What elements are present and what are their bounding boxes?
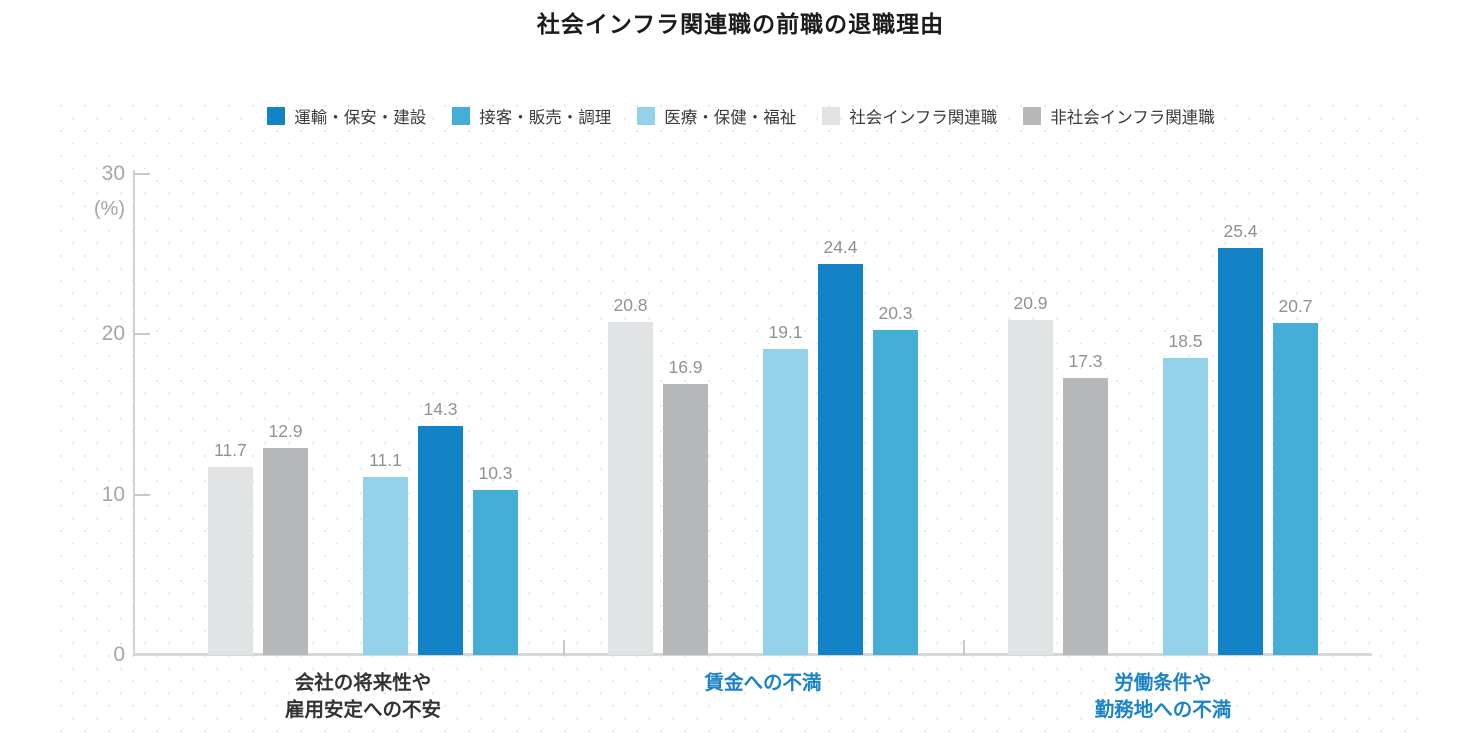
bar-value-label: 19.1 <box>768 322 803 342</box>
legend-label: 接客・販売・調理 <box>479 109 612 127</box>
bar <box>473 490 518 655</box>
legend-item: 社会インフラ関連職 <box>822 104 997 128</box>
bar <box>763 349 808 655</box>
x-axis-group-divider <box>563 640 565 655</box>
category-label: 賃金への不満 <box>704 672 822 694</box>
y-tick-mark <box>133 333 150 336</box>
legend-item: 運輸・保安・建設 <box>267 104 426 128</box>
legend-item: 非社会インフラ関連職 <box>1023 104 1215 128</box>
bar-value-label: 12.9 <box>268 421 303 441</box>
legend-item: 接客・販売・調理 <box>452 104 611 128</box>
bar <box>1163 358 1208 655</box>
bar <box>873 330 918 655</box>
y-tick-label: 20 <box>101 322 125 346</box>
category-label: 会社の将来性や 雇用安定への不安 <box>284 672 441 721</box>
bar-value-label: 11.1 <box>369 450 402 470</box>
bar-value-label: 17.3 <box>1068 351 1103 371</box>
bar <box>1008 320 1053 655</box>
bar-value-label: 25.4 <box>1223 221 1258 241</box>
legend-swatch-icon <box>267 107 286 125</box>
bar <box>608 322 653 655</box>
legend-item: 医療・保健・福祉 <box>637 104 796 128</box>
bar <box>1218 248 1263 655</box>
bar-value-label: 24.4 <box>823 237 858 257</box>
bar <box>263 448 308 655</box>
bar <box>1273 323 1318 655</box>
bar <box>1063 378 1108 655</box>
legend-swatch-icon <box>452 107 471 125</box>
legend-swatch-icon <box>1023 107 1042 125</box>
bar-value-label: 20.7 <box>1278 296 1313 316</box>
bar <box>663 384 708 655</box>
bar <box>208 467 253 655</box>
plot-background: 運輸・保安・建設 接客・販売・調理 医療・保健・福祉 社会インフラ関連職 非社会インフラ… <box>55 100 1427 733</box>
bar-value-label: 10.3 <box>478 463 513 483</box>
y-tick-label: 30 <box>101 162 125 185</box>
chart-title: 社会インフラ関連職の前職の退職理由 <box>536 11 945 37</box>
x-axis-line <box>133 653 1372 656</box>
bar-value-label: 20.9 <box>1013 293 1048 313</box>
y-axis-unit-label: (%) <box>93 198 125 220</box>
legend: 運輸・保安・建設 接客・販売・調理 医療・保健・福祉 社会インフラ関連職 非社会インフラ… <box>55 104 1427 128</box>
y-tick-label: 10 <box>101 482 125 506</box>
bar <box>418 426 463 655</box>
bar <box>818 264 863 655</box>
x-axis-group-divider <box>963 640 965 655</box>
legend-label: 社会インフラ関連職 <box>849 109 998 127</box>
bar-value-label: 20.8 <box>613 295 648 315</box>
legend-swatch-icon <box>637 107 656 125</box>
legend-label: 運輸・保安・建設 <box>294 109 427 127</box>
bar-value-label: 14.3 <box>423 399 458 419</box>
bar-value-label: 20.3 <box>878 303 913 323</box>
y-axis-line <box>133 170 135 655</box>
legend-label: 医療・保健・福祉 <box>664 109 797 127</box>
category-label: 労働条件や 勤務地への不満 <box>1094 672 1232 721</box>
y-tick-mark <box>133 173 150 175</box>
y-tick-label: 0 <box>113 643 125 666</box>
bar-value-label: 16.9 <box>668 357 703 377</box>
bar-value-label: 18.5 <box>1168 331 1203 351</box>
legend-label: 非社会インフラ関連職 <box>1050 109 1215 127</box>
y-tick-mark <box>133 493 150 496</box>
legend-swatch-icon <box>822 107 841 125</box>
bar <box>363 477 408 655</box>
bar-value-label: 11.7 <box>214 440 247 460</box>
